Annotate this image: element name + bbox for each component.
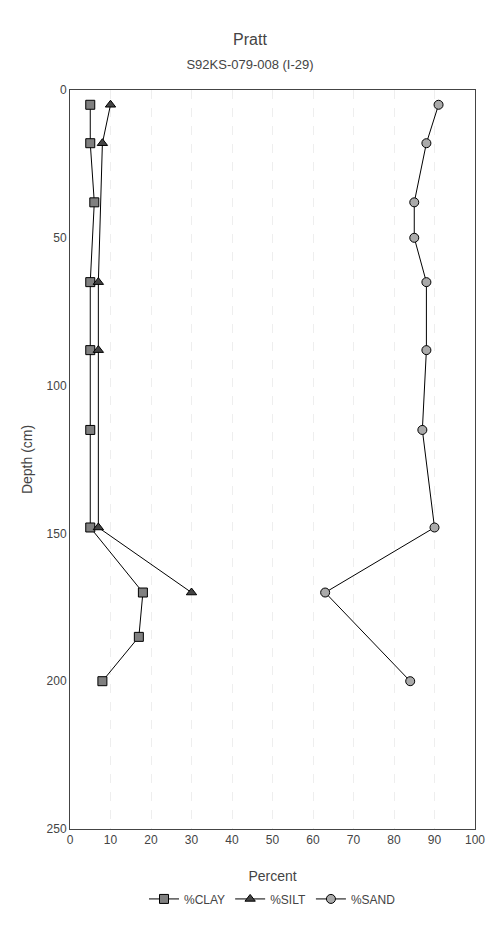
svg-text:Depth (cm): Depth (cm) [19, 425, 35, 494]
svg-text:90: 90 [428, 833, 442, 847]
svg-text:30: 30 [185, 833, 199, 847]
svg-text:50: 50 [266, 833, 280, 847]
svg-text:80: 80 [387, 833, 401, 847]
svg-text:Pratt: Pratt [233, 31, 267, 48]
svg-text:%SILT: %SILT [270, 893, 306, 907]
svg-text:20: 20 [144, 833, 158, 847]
svg-text:250: 250 [47, 822, 67, 836]
svg-text:200: 200 [47, 674, 67, 688]
svg-text:S92KS-079-008 (I-29): S92KS-079-008 (I-29) [186, 57, 313, 72]
svg-text:%SAND: %SAND [351, 893, 395, 907]
svg-text:100: 100 [47, 379, 67, 393]
svg-text:60: 60 [306, 833, 320, 847]
svg-text:50: 50 [53, 231, 67, 245]
svg-text:150: 150 [47, 527, 67, 541]
svg-text:0: 0 [67, 833, 74, 847]
svg-text:40: 40 [225, 833, 239, 847]
svg-text:0: 0 [60, 83, 67, 97]
svg-text:Percent: Percent [248, 868, 296, 884]
svg-text:100: 100 [465, 833, 485, 847]
svg-text:70: 70 [347, 833, 361, 847]
svg-text:%CLAY: %CLAY [184, 893, 225, 907]
svg-text:10: 10 [104, 833, 118, 847]
